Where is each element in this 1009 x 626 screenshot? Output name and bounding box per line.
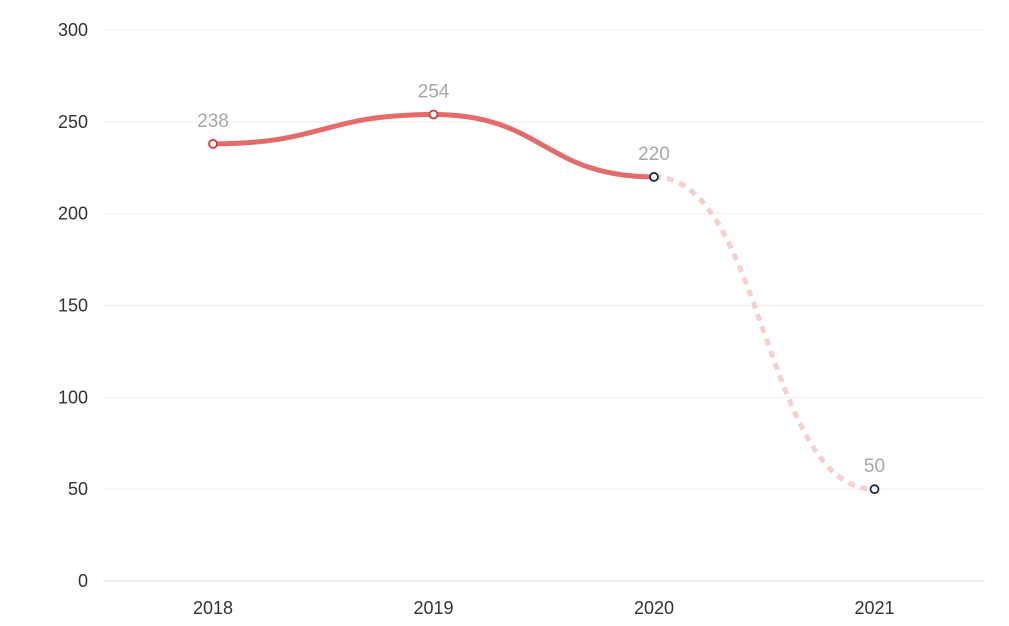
data-point[interactable] bbox=[428, 109, 439, 120]
y-tick-label: 250 bbox=[58, 112, 88, 132]
y-tick-label: 50 bbox=[68, 479, 88, 499]
x-axis-ticks: 2018 2019 2020 2021 bbox=[193, 598, 895, 618]
y-tick-label: 100 bbox=[58, 387, 88, 407]
data-point[interactable] bbox=[869, 484, 880, 495]
y-tick-label: 150 bbox=[58, 296, 88, 316]
data-label: 254 bbox=[418, 81, 450, 102]
data-point[interactable] bbox=[208, 138, 218, 149]
data-point[interactable] bbox=[649, 172, 659, 182]
y-axis-ticks: 0 50 100 150 200 250 300 bbox=[58, 20, 88, 591]
grid-lines bbox=[103, 29, 985, 582]
data-label: 220 bbox=[638, 144, 670, 165]
x-tick-label: 2018 bbox=[193, 598, 233, 618]
y-tick-label: 300 bbox=[58, 20, 88, 40]
data-label: 50 bbox=[864, 456, 885, 477]
x-tick-label: 2021 bbox=[854, 598, 894, 618]
data-points bbox=[208, 109, 880, 495]
series-line bbox=[210, 111, 875, 492]
data-label: 238 bbox=[197, 111, 229, 132]
series-line-projected bbox=[653, 174, 875, 492]
y-tick-label: 0 bbox=[78, 571, 88, 591]
series-line-actual bbox=[210, 111, 657, 180]
x-tick-label: 2019 bbox=[413, 598, 453, 618]
x-tick-label: 2020 bbox=[634, 598, 674, 618]
data-labels: 238 254 220 50 bbox=[197, 81, 885, 477]
y-tick-label: 200 bbox=[58, 204, 88, 224]
